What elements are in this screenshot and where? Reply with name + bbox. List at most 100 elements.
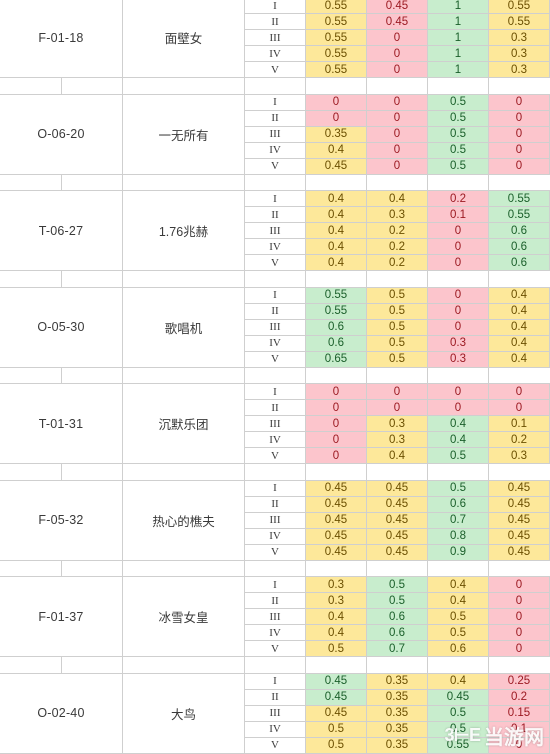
grade-cell[interactable]: III	[245, 416, 306, 432]
value-cell[interactable]: 0	[489, 577, 550, 593]
value-cell[interactable]: 0.4	[428, 577, 489, 593]
value-cell[interactable]: 0.6	[306, 319, 367, 336]
grade-cell[interactable]: I	[245, 287, 306, 304]
value-cell[interactable]: 0.55	[306, 62, 367, 78]
value-cell[interactable]: 0.3	[367, 416, 428, 432]
value-cell[interactable]: 0	[367, 94, 428, 111]
item-code-cell[interactable]: T-01-31	[0, 384, 123, 464]
value-cell[interactable]: 0.5	[367, 303, 428, 320]
value-cell[interactable]: 0.3	[367, 207, 428, 223]
value-cell[interactable]: 0.5	[367, 577, 428, 593]
value-cell[interactable]: 1	[428, 0, 489, 14]
value-cell[interactable]: 0	[489, 142, 550, 159]
value-cell[interactable]: 0.5	[367, 335, 428, 352]
value-cell[interactable]: 0.35	[367, 737, 428, 754]
value-cell[interactable]: 0	[489, 94, 550, 111]
value-cell[interactable]: 0.45	[489, 544, 550, 561]
value-cell[interactable]: 0.45	[367, 0, 428, 14]
value-cell[interactable]: 0.55	[306, 287, 367, 304]
value-cell[interactable]: 0.3	[489, 30, 550, 46]
item-code-cell[interactable]: O-02-40	[0, 673, 123, 754]
value-cell[interactable]: 0.4	[428, 416, 489, 432]
grade-cell[interactable]: I	[245, 94, 306, 111]
value-cell[interactable]: 0.6	[489, 255, 550, 271]
value-cell[interactable]: 0.2	[489, 689, 550, 706]
item-code-cell[interactable]: F-01-37	[0, 577, 123, 657]
value-cell[interactable]: 0	[306, 400, 367, 416]
value-cell[interactable]: 0.4	[428, 673, 489, 690]
value-cell[interactable]: 0.4	[428, 593, 489, 609]
value-cell[interactable]: 0	[367, 126, 428, 143]
value-cell[interactable]: 0.45	[367, 496, 428, 513]
grade-cell[interactable]: V	[245, 641, 306, 657]
value-cell[interactable]: 0.3	[428, 351, 489, 368]
grade-cell[interactable]: III	[245, 30, 306, 46]
value-cell[interactable]: 0.4	[489, 351, 550, 368]
value-cell[interactable]: 0	[428, 255, 489, 271]
value-cell[interactable]: 0.7	[428, 512, 489, 529]
value-cell[interactable]: 0.1	[489, 416, 550, 432]
value-cell[interactable]: 0.5	[428, 625, 489, 641]
value-cell[interactable]: 0.4	[306, 255, 367, 271]
grade-cell[interactable]: II	[245, 496, 306, 513]
grade-cell[interactable]: IV	[245, 142, 306, 159]
value-cell[interactable]: 0.35	[306, 126, 367, 143]
value-cell[interactable]: 0.5	[428, 448, 489, 464]
value-cell[interactable]: 0.45	[306, 496, 367, 513]
value-cell[interactable]: 0	[367, 158, 428, 175]
value-cell[interactable]: 0.2	[367, 239, 428, 255]
value-cell[interactable]: 0.25	[489, 673, 550, 690]
value-cell[interactable]: 0.45	[306, 512, 367, 529]
value-cell[interactable]: 0.2	[367, 255, 428, 271]
value-cell[interactable]: 0	[367, 142, 428, 159]
value-cell[interactable]: 0	[306, 448, 367, 464]
value-cell[interactable]: 1	[428, 30, 489, 46]
value-cell[interactable]: 0.35	[367, 721, 428, 738]
grade-cell[interactable]: III	[245, 126, 306, 143]
value-cell[interactable]: 0	[489, 126, 550, 143]
value-cell[interactable]: 0.4	[306, 625, 367, 641]
value-cell[interactable]: 0.45	[306, 705, 367, 722]
value-cell[interactable]: 0.6	[428, 641, 489, 657]
value-cell[interactable]: 0	[367, 62, 428, 78]
value-cell[interactable]: 0.55	[306, 0, 367, 14]
value-cell[interactable]: 0	[489, 384, 550, 400]
value-cell[interactable]: 0.5	[367, 319, 428, 336]
value-cell[interactable]: 0.45	[428, 689, 489, 706]
value-cell[interactable]: 0.4	[306, 609, 367, 625]
value-cell[interactable]: 0.4	[306, 207, 367, 223]
item-code-cell[interactable]: T-06-27	[0, 191, 123, 271]
item-name-cell[interactable]: 1.76兆赫	[123, 191, 245, 271]
grade-cell[interactable]: V	[245, 544, 306, 561]
value-cell[interactable]: 0.6	[367, 625, 428, 641]
value-cell[interactable]: 0.35	[367, 705, 428, 722]
value-cell[interactable]: 0.45	[489, 512, 550, 529]
value-cell[interactable]: 0.45	[489, 480, 550, 497]
value-cell[interactable]: 0	[428, 223, 489, 239]
value-cell[interactable]: 0	[367, 110, 428, 127]
value-cell[interactable]: 0.5	[428, 94, 489, 111]
item-name-cell[interactable]: 热心的樵夫	[123, 480, 245, 561]
grade-cell[interactable]: IV	[245, 239, 306, 255]
value-cell[interactable]: 0.5	[428, 480, 489, 497]
item-code-cell[interactable]: O-06-20	[0, 94, 123, 175]
value-cell[interactable]: 0.4	[306, 191, 367, 207]
grade-cell[interactable]: IV	[245, 335, 306, 352]
value-cell[interactable]: 0	[489, 625, 550, 641]
value-cell[interactable]: 0	[367, 46, 428, 62]
grade-cell[interactable]: IV	[245, 432, 306, 448]
value-cell[interactable]: 0.6	[428, 496, 489, 513]
value-cell[interactable]: 0.55	[489, 14, 550, 30]
grade-cell[interactable]: IV	[245, 528, 306, 545]
value-cell[interactable]: 0.35	[367, 673, 428, 690]
value-cell[interactable]: 0.55	[306, 30, 367, 46]
grade-cell[interactable]: V	[245, 62, 306, 78]
value-cell[interactable]: 0.45	[489, 528, 550, 545]
value-cell[interactable]: 0.45	[367, 480, 428, 497]
value-cell[interactable]: 0	[306, 110, 367, 127]
grade-cell[interactable]: V	[245, 448, 306, 464]
value-cell[interactable]: 0	[306, 94, 367, 111]
value-cell[interactable]: 0.45	[367, 14, 428, 30]
value-cell[interactable]: 0	[367, 30, 428, 46]
item-name-cell[interactable]: 冰雪女皇	[123, 577, 245, 657]
